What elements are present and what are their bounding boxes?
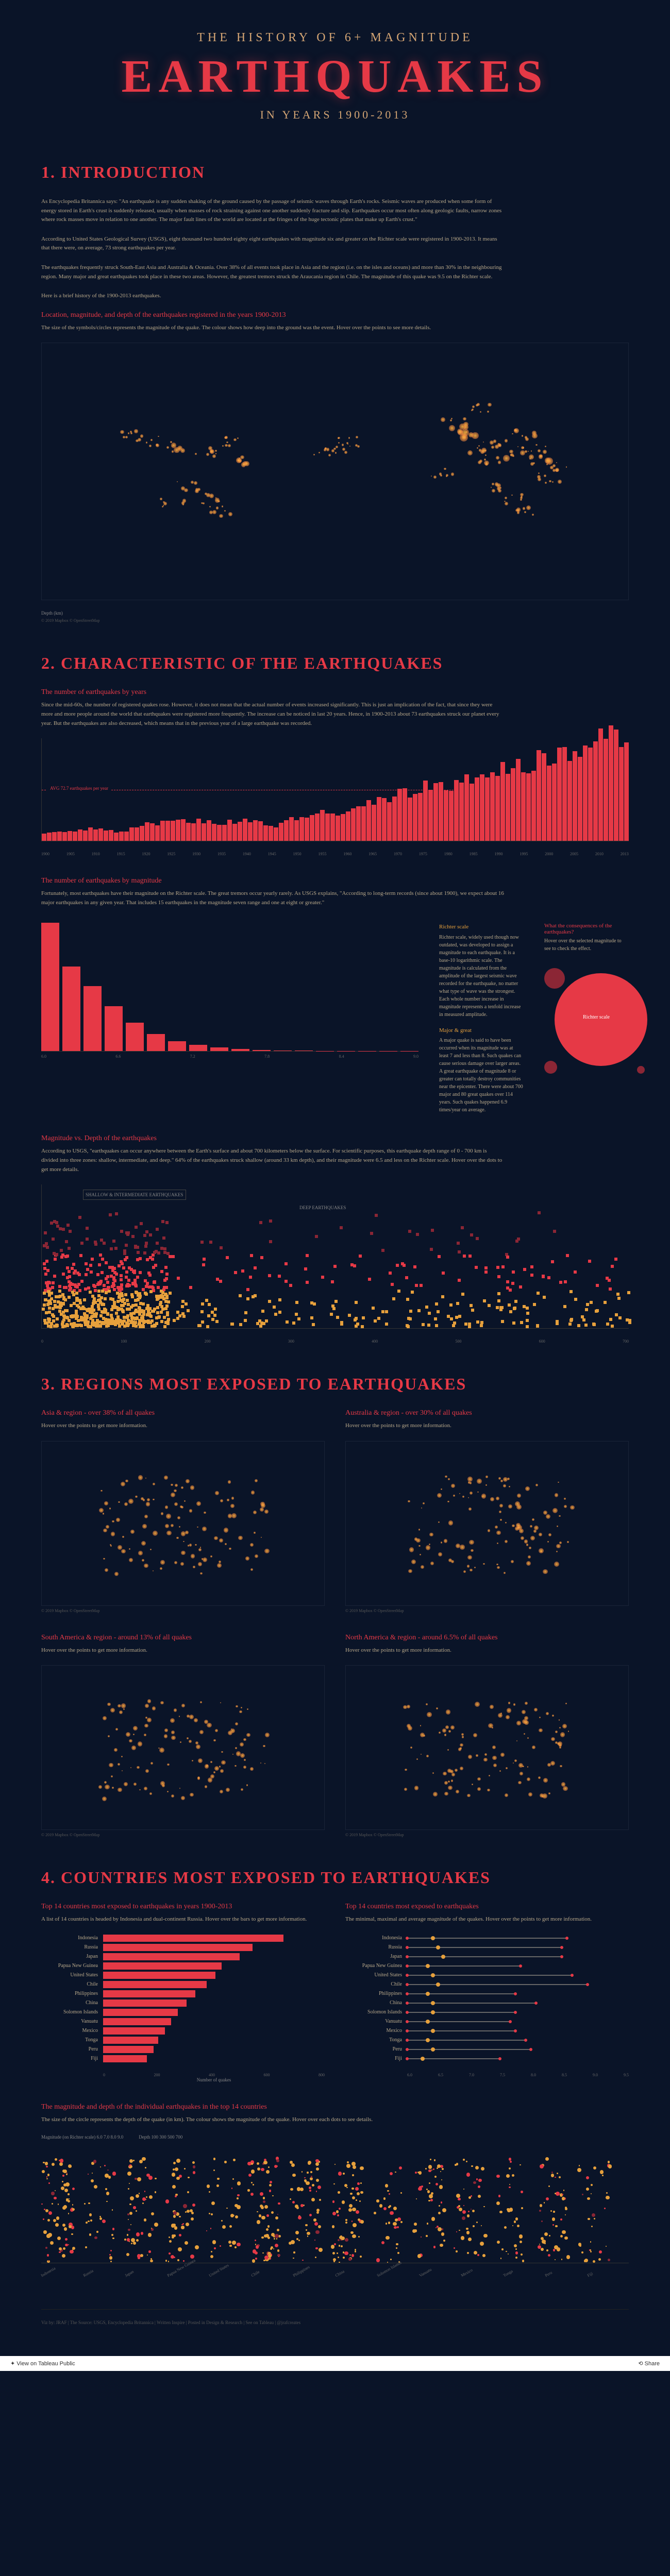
major-title: Major & great xyxy=(439,1026,524,1035)
region-map-0[interactable] xyxy=(41,1441,325,1606)
sub-years-title: The number of earthquakes by years xyxy=(41,688,629,697)
intro-para4: Here is a brief history of the 1900-2013… xyxy=(41,292,505,301)
bubble-viz[interactable]: Richter scale xyxy=(544,963,629,1092)
title-line3: IN YEARS 1900-2013 xyxy=(41,108,629,122)
countries-axis: 0200400600800 xyxy=(103,2073,325,2077)
depth-legend-label: Depth (km) xyxy=(41,611,629,616)
avg-label: AVG 72.7 earthquakes per year xyxy=(47,785,111,792)
top14-left-desc: A list of 14 countries is headed by Indo… xyxy=(41,1915,325,1924)
section1-title: 1. INTRODUCTION xyxy=(41,163,629,182)
top14-right-desc: The minimal, maximal and average magnitu… xyxy=(345,1915,629,1924)
magnitude-histogram[interactable] xyxy=(41,923,418,1052)
sub-mag-desc: Fortunately, most earthquakes have their… xyxy=(41,889,505,907)
sub-depth-title: Magnitude vs. Depth of the earthquakes xyxy=(41,1134,629,1143)
hist-axis: 6.06.67.27.88.49.0 xyxy=(41,1054,418,1059)
region-title: North America & region - around 6.5% of … xyxy=(345,1634,629,1642)
strip-axis: IndonesiaRussiaJapanPapua New GuineaUnit… xyxy=(41,2274,629,2278)
scatter-ann2: DEEP EARTHQUAKES xyxy=(299,1205,346,1210)
conseq-desc: Hover over the selected magnitude to see… xyxy=(544,937,629,953)
richter-desc: Richter scale, widely used though now ou… xyxy=(439,934,524,1019)
major-desc: A major quake is said to have been occur… xyxy=(439,1037,524,1114)
world-map-subtitle: Location, magnitude, and depth of the ea… xyxy=(41,311,629,319)
scatter-plot[interactable]: SHALLOW & INTERMEDIATE EARTHQUAKES DEEP … xyxy=(41,1184,629,1329)
intro-para3: The earthquakes frequently struck South-… xyxy=(41,263,505,281)
section4-title: 4. COUNTRIES MOST EXPOSED TO EARTHQUAKES xyxy=(41,1868,629,1887)
strip-chart[interactable] xyxy=(41,2150,629,2263)
sub-mag-title: The number of earthquakes by magnitude xyxy=(41,877,629,885)
bubble-label: Richter scale xyxy=(583,1014,610,1020)
main-title: THE HISTORY OF 6+ MAGNITUDE EARTHQUAKES … xyxy=(41,31,629,122)
sub-years-desc: Since the mid-60s, the number of registe… xyxy=(41,701,505,728)
mag-axis: 6.06.57.07.58.08.59.09.5 xyxy=(407,2073,629,2077)
conseq-title: What the consequences of the earthquakes… xyxy=(544,923,629,935)
scatter-xaxis: 0100200300400500600700 xyxy=(41,1339,629,1344)
region-map-3[interactable] xyxy=(345,1665,629,1830)
title-line2: EARTHQUAKES xyxy=(41,50,629,103)
map-credit: © 2019 Mapbox © OpenStreetMap xyxy=(41,618,629,623)
strip-desc: The size of the circle represents the de… xyxy=(41,2115,505,2125)
top14-left-title: Top 14 countries most exposed to earthqu… xyxy=(41,1903,325,1911)
region-title: South America & region - around 13% of a… xyxy=(41,1634,325,1642)
region-map-1[interactable] xyxy=(345,1441,629,1606)
region-title: Australia & region - over 30% of all qua… xyxy=(345,1409,629,1417)
world-map[interactable] xyxy=(41,343,629,600)
top14-right-title: Top 14 countries most exposed to earthqu… xyxy=(345,1903,629,1911)
share-link[interactable]: ⟲ Share xyxy=(638,2360,660,2367)
intro-para2: According to United States Geological Su… xyxy=(41,235,505,253)
tableau-link[interactable]: ✦ View on Tableau Public xyxy=(10,2360,75,2367)
mag-legend: Magnitude (on Richter scale) 6.0 7.0 8.0… xyxy=(41,2134,123,2140)
strip-title: The magnitude and depth of the individua… xyxy=(41,2103,629,2111)
scatter-ann1: SHALLOW & INTERMEDIATE EARTHQUAKES xyxy=(83,1190,186,1200)
intro-para1: As Encyclopedia Britannica says: "An ear… xyxy=(41,197,505,225)
left-axis-label: Number of quakes xyxy=(103,2077,325,2082)
sub-depth-desc: According to USGS, "earthquakes can occu… xyxy=(41,1147,505,1174)
region-title: Asia & region - over 38% of all quakes xyxy=(41,1409,325,1417)
world-map-desc: The size of the symbols/circles represen… xyxy=(41,324,505,333)
footer-credits: Viz by: JRAF | The Source: USGS, Encyclo… xyxy=(41,2320,300,2325)
region-map-2[interactable] xyxy=(41,1665,325,1830)
section2-title: 2. CHARACTERISTIC OF THE EARTHQUAKES xyxy=(41,654,629,673)
depth-legend: Depth 100 300 500 700 xyxy=(139,2134,182,2140)
years-bar-chart[interactable]: AVG 72.7 earthquakes per year xyxy=(41,738,629,841)
richter-title: Richter scale xyxy=(439,923,524,931)
magnitude-range-chart[interactable]: Indonesia Russia Japan Papua New Guinea … xyxy=(345,1935,629,2062)
years-axis: 1900190519101915192019251930193519401945… xyxy=(41,852,629,856)
countries-bar-chart[interactable]: IndonesiaRussiaJapanPapua New GuineaUnit… xyxy=(41,1935,325,2062)
section3-title: 3. REGIONS MOST EXPOSED TO EARTHQUAKES xyxy=(41,1375,629,1394)
title-line1: THE HISTORY OF 6+ MAGNITUDE xyxy=(41,31,629,45)
